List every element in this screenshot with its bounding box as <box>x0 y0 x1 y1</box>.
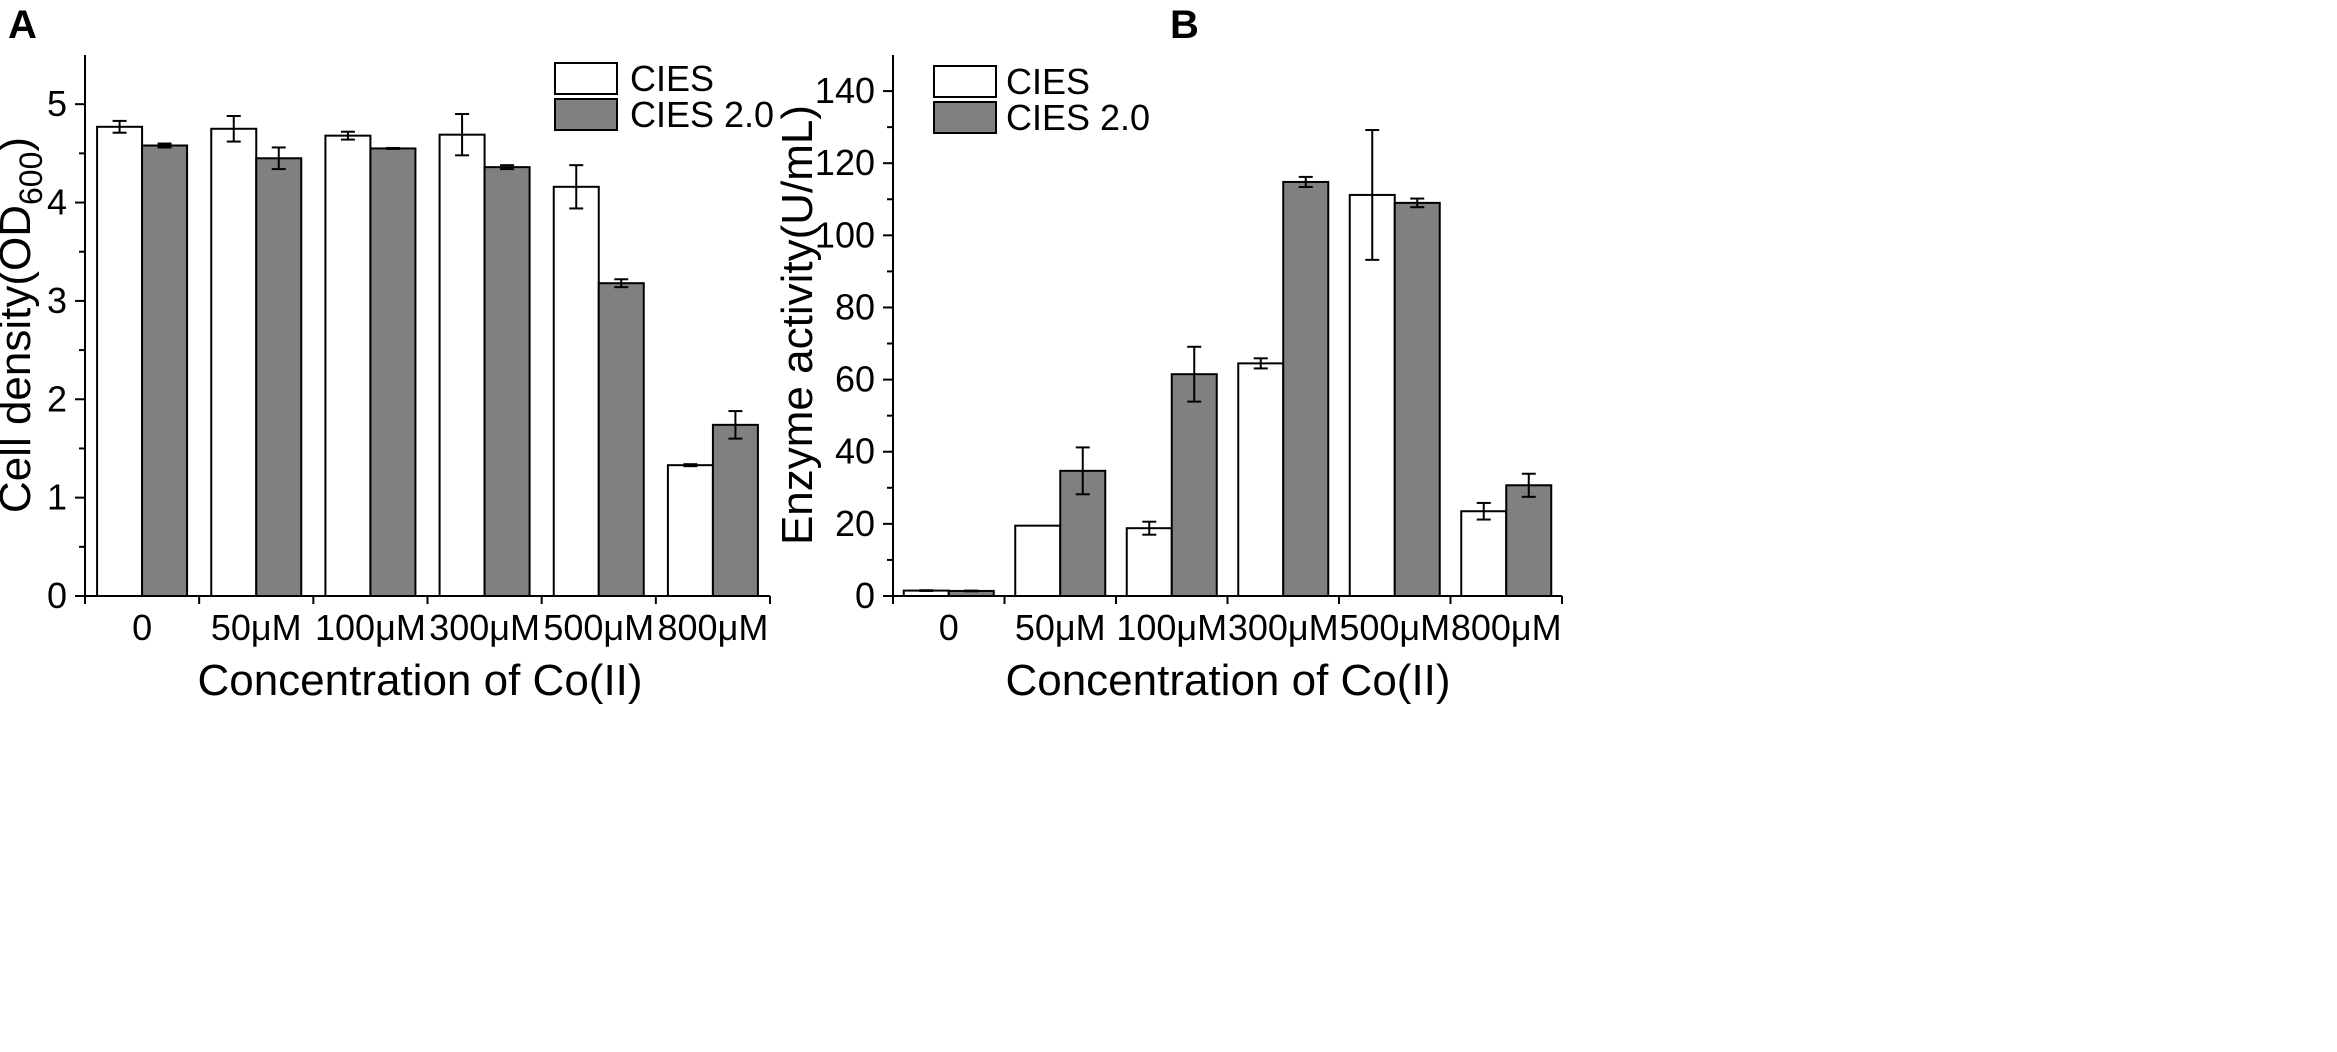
panel-a-chart: 0 1 2 3 4 5 0 50μM 100μM 300μM 500μM 800μM Concentra… <box>0 55 774 705</box>
legend-swatch-b-1 <box>933 101 997 134</box>
x-tick-label-a: 800μM <box>658 607 769 648</box>
y-tick-label-b: 40 <box>835 431 875 472</box>
bar-a-s0-c0 <box>96 125 144 598</box>
y-axis-title-close: ) <box>0 137 40 152</box>
bar-a-s1-c3 <box>483 166 531 597</box>
bar-a-s0-c5 <box>666 464 714 597</box>
bar-b-s0-c3 <box>1237 362 1285 597</box>
y-tick-label-b: 60 <box>835 359 875 400</box>
bar-b-s0-c5 <box>1460 510 1508 598</box>
x-axis-title-b: Concentration of Co(II) <box>1005 656 1450 705</box>
bar-a-s1-c4 <box>597 282 645 597</box>
legend-label-b-0: CIES <box>1006 61 1090 102</box>
x-tick-label-b: 0 <box>939 607 959 648</box>
bar-a-s1-c5 <box>711 423 759 597</box>
panel-label-b: B <box>1170 3 1199 47</box>
bar-a-s1-c2 <box>369 147 417 597</box>
y-axis-title-a: Cell density(OD600) <box>0 137 49 513</box>
y-tick-label-a: 1 <box>47 477 67 518</box>
x-tick-label-a: 0 <box>132 607 152 648</box>
y-tick-label-b: 20 <box>835 503 875 544</box>
bar-b-s1-c2 <box>1170 373 1218 597</box>
y-tick-label-b: 120 <box>815 142 875 183</box>
x-tick-label-b: 800μM <box>1451 607 1562 648</box>
y-axis-title-subscript: 600 <box>13 152 49 205</box>
bar-a-s0-c2 <box>324 134 372 598</box>
bar-b-s0-c4 <box>1348 193 1396 597</box>
legend-label-a-1: CIES 2.0 <box>630 94 774 135</box>
bar-a-s0-c1 <box>210 127 258 597</box>
x-axis-title-a: Concentration of Co(II) <box>197 656 642 705</box>
x-tick-label-b: 500μM <box>1339 607 1450 648</box>
y-tick-label-b: 80 <box>835 286 875 327</box>
x-tick-label-b: 300μM <box>1228 607 1339 648</box>
x-tick-label-a: 500μM <box>543 607 654 648</box>
x-tick-label-b: 100μM <box>1116 607 1227 648</box>
y-axis-title-main: Cell density(OD <box>0 205 40 513</box>
y-tick-label-b: 100 <box>815 214 875 255</box>
legend-label-b-1: CIES 2.0 <box>1006 97 1150 138</box>
bar-a-s1-c1 <box>255 157 303 597</box>
bar-a-s1-c0 <box>141 144 189 598</box>
y-tick-label-a: 4 <box>47 182 67 223</box>
panel-label-a: A <box>8 3 37 47</box>
y-tick-label-b: 0 <box>855 575 875 616</box>
legend-swatch-b-0 <box>933 65 997 98</box>
legend-swatch-a-0 <box>554 62 618 95</box>
y-tick-label-a: 3 <box>47 280 67 321</box>
x-tick-label-a: 300μM <box>429 607 540 648</box>
panel-b-chart: 0 20 40 60 80 100 120 140 0 50μM 100μM 300μM 500μM 80… <box>773 55 1563 705</box>
y-tick-label-a: 0 <box>47 575 67 616</box>
bar-a-s0-c3 <box>438 133 486 597</box>
bar-a-s0-c4 <box>552 185 600 597</box>
y-axis-title-b: Enzyme activity(U/mL) <box>773 105 822 545</box>
bar-b-s1-c5 <box>1505 484 1553 597</box>
y-tick-label-a: 5 <box>47 83 67 124</box>
x-tick-label-a: 50μM <box>211 607 302 648</box>
x-tick-label-b: 50μM <box>1015 607 1106 648</box>
y-tick-label-b: 140 <box>815 70 875 111</box>
x-tick-label-a: 100μM <box>315 607 426 648</box>
legend-label-a-0: CIES <box>630 58 714 99</box>
legend-swatch-a-1 <box>554 98 618 131</box>
bar-b-s0-c2 <box>1125 527 1173 597</box>
bar-b-s0-c1 <box>1014 524 1062 597</box>
bar-b-s1-c3 <box>1282 180 1330 597</box>
y-tick-label-a: 2 <box>47 378 67 419</box>
bar-b-s1-c4 <box>1393 201 1441 598</box>
